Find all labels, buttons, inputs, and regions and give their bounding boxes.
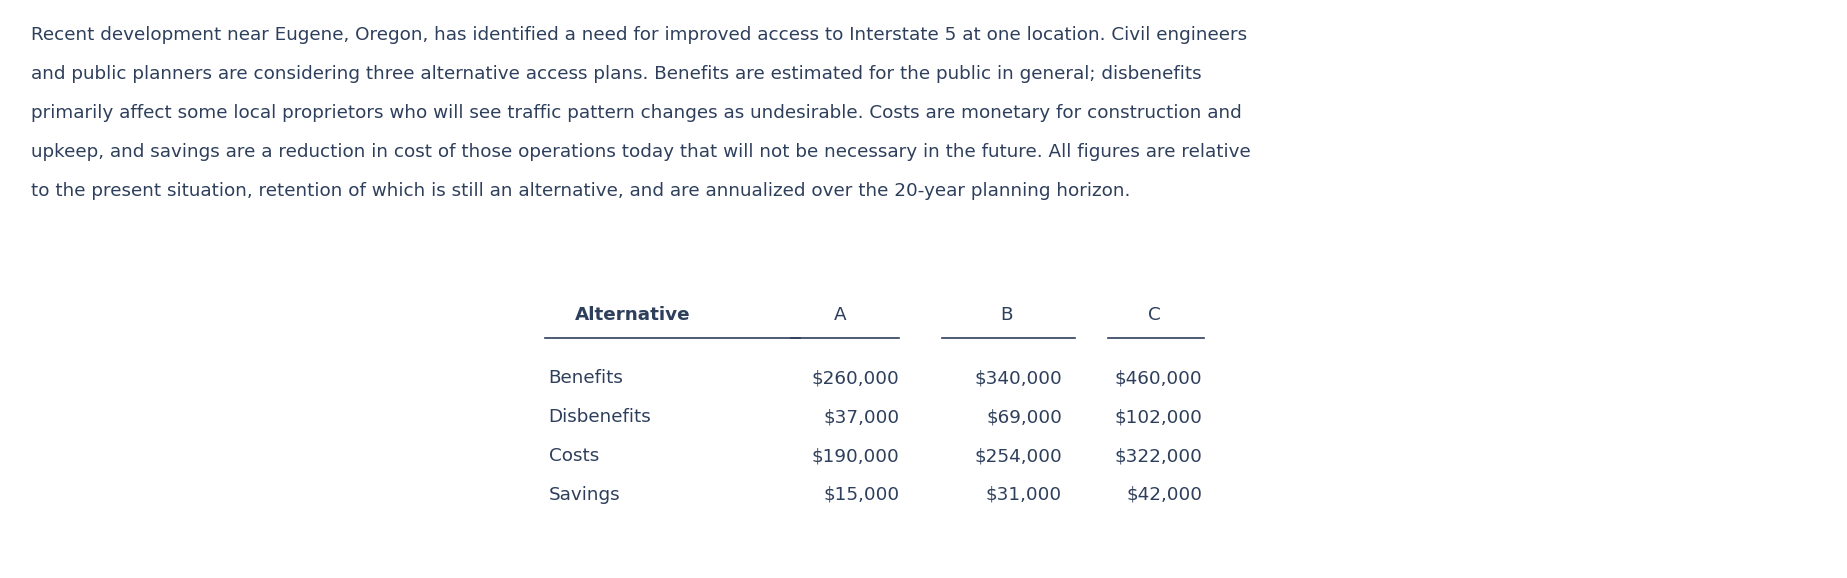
Text: to the present situation, retention of which is still an alternative, and are an: to the present situation, retention of w…: [31, 181, 1130, 199]
Text: $460,000: $460,000: [1116, 369, 1202, 387]
Text: Costs: Costs: [549, 447, 598, 465]
Text: $69,000: $69,000: [986, 408, 1062, 426]
Text: $42,000: $42,000: [1127, 486, 1202, 504]
Text: Benefits: Benefits: [549, 369, 624, 387]
Text: upkeep, and savings are a reduction in cost of those operations today that will : upkeep, and savings are a reduction in c…: [31, 143, 1250, 161]
Text: $260,000: $260,000: [811, 369, 899, 387]
Text: A: A: [835, 306, 846, 324]
Text: $37,000: $37,000: [824, 408, 899, 426]
Text: $322,000: $322,000: [1114, 447, 1202, 465]
Text: Disbenefits: Disbenefits: [549, 408, 652, 426]
Text: $254,000: $254,000: [973, 447, 1062, 465]
Text: $15,000: $15,000: [824, 486, 899, 504]
Text: Savings: Savings: [549, 486, 621, 504]
Text: Alternative: Alternative: [574, 306, 691, 324]
Text: $102,000: $102,000: [1114, 408, 1202, 426]
Text: Recent development near Eugene, Oregon, has identified a need for improved acces: Recent development near Eugene, Oregon, …: [31, 26, 1247, 44]
Text: B: B: [1001, 306, 1012, 324]
Text: primarily affect some local proprietors who will see traffic pattern changes as : primarily affect some local proprietors …: [31, 104, 1243, 122]
Text: $190,000: $190,000: [811, 447, 899, 465]
Text: $31,000: $31,000: [986, 486, 1062, 504]
Text: and public planners are considering three alternative access plans. Benefits are: and public planners are considering thre…: [31, 65, 1202, 83]
Text: $340,000: $340,000: [973, 369, 1062, 387]
Text: C: C: [1149, 306, 1160, 324]
